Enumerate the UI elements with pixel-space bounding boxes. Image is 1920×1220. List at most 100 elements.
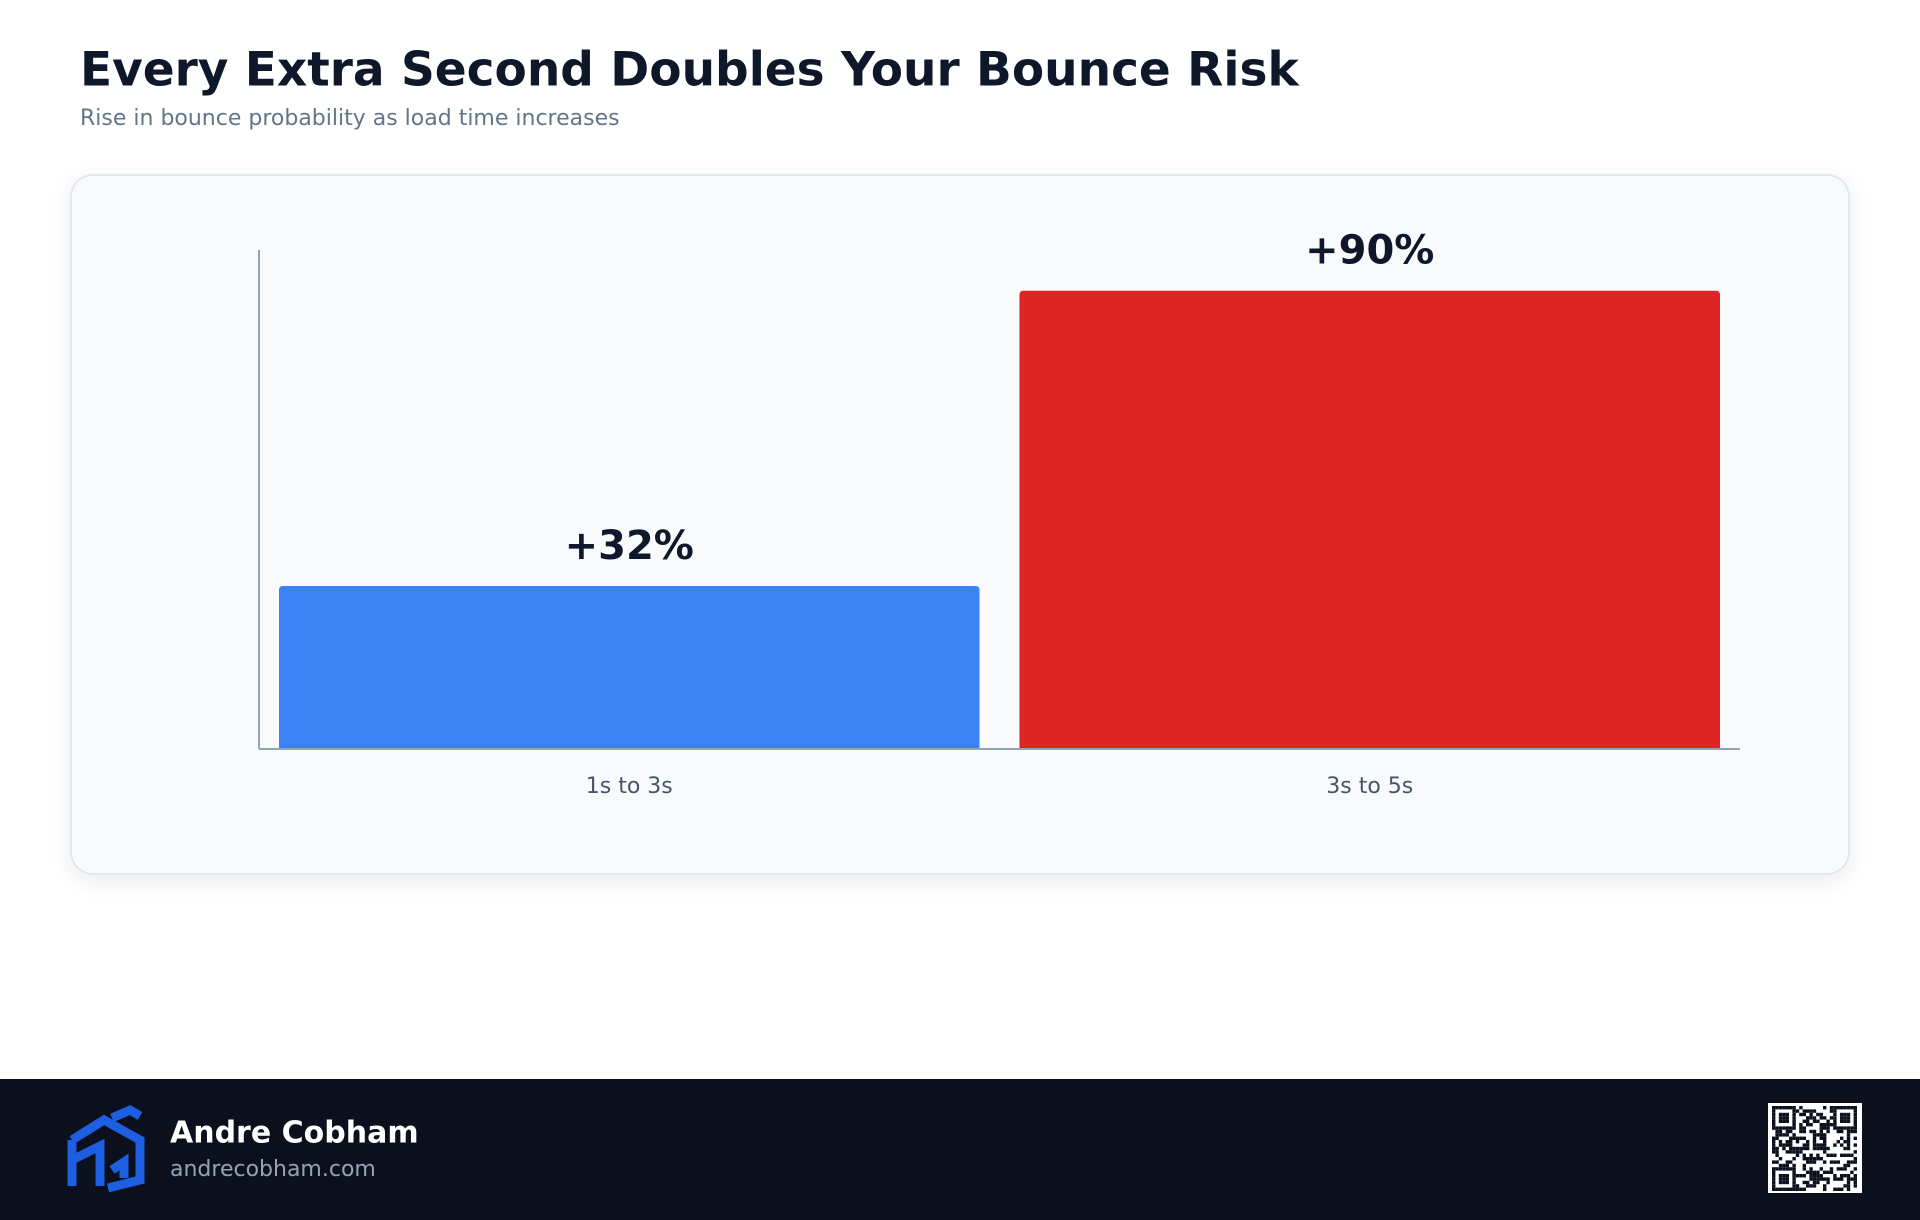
qr-module	[1823, 1177, 1827, 1181]
qr-module	[1829, 1123, 1834, 1127]
qr-module	[1795, 1140, 1800, 1144]
qr-module	[1836, 1126, 1840, 1130]
qr-module	[1850, 1170, 1854, 1174]
qr-module	[1833, 1112, 1837, 1117]
qr-module	[1843, 1153, 1847, 1157]
qr-module	[1782, 1146, 1786, 1151]
qr-module	[1785, 1187, 1789, 1191]
qr-module	[1823, 1106, 1827, 1110]
qr-module	[1853, 1109, 1857, 1113]
qr-module	[1840, 1174, 1844, 1178]
value-label: +32%	[565, 523, 694, 569]
qr-module	[1833, 1116, 1837, 1120]
qr-module	[1789, 1146, 1793, 1151]
qr-module	[1819, 1146, 1823, 1151]
qr-module	[1853, 1112, 1857, 1117]
qr-module	[1846, 1116, 1851, 1120]
qr-module	[1802, 1163, 1806, 1168]
qr-module	[1802, 1153, 1806, 1157]
qr-module	[1802, 1146, 1806, 1151]
qr-module	[1778, 1129, 1783, 1134]
qr-module	[1819, 1174, 1823, 1178]
qr-module	[1829, 1153, 1834, 1157]
qr-module	[1812, 1174, 1817, 1178]
qr-module	[1812, 1143, 1817, 1147]
qr-module	[1819, 1167, 1823, 1171]
qr-module	[1785, 1150, 1789, 1154]
qr-module	[1829, 1116, 1834, 1120]
qr-module	[1785, 1167, 1789, 1171]
qr-module	[1843, 1167, 1847, 1171]
qr-module	[1833, 1177, 1837, 1181]
bar	[278, 586, 980, 749]
qr-module	[1846, 1187, 1851, 1191]
qr-module	[1799, 1174, 1803, 1178]
plot-area: 1s to 3s +32% 3s to 5s +90%	[258, 228, 1740, 799]
qr-module	[1772, 1177, 1776, 1181]
qr-module	[1785, 1106, 1789, 1110]
qr-module	[1782, 1143, 1786, 1147]
qr-module	[1816, 1119, 1820, 1123]
qr-module	[1812, 1180, 1817, 1185]
qr-module	[1853, 1136, 1857, 1140]
qr-module	[1816, 1146, 1820, 1151]
qr-module	[1802, 1157, 1806, 1161]
qr-module	[1799, 1136, 1803, 1140]
qr-module	[1802, 1136, 1806, 1140]
qr-module	[1792, 1123, 1796, 1127]
qr-module	[1772, 1160, 1776, 1164]
qr-module	[1792, 1112, 1796, 1117]
qr-module	[1809, 1112, 1813, 1117]
qr-module	[1823, 1146, 1827, 1151]
qr-module	[1792, 1174, 1796, 1178]
qr-module	[1802, 1119, 1806, 1123]
qr-module	[1775, 1129, 1779, 1134]
qr-module	[1853, 1180, 1857, 1185]
qr-module	[1782, 1187, 1786, 1191]
qr-module	[1812, 1140, 1817, 1144]
qr-module	[1782, 1126, 1786, 1130]
qr-module	[1806, 1180, 1810, 1185]
qr-module	[1785, 1140, 1789, 1144]
qr-module	[1772, 1123, 1776, 1127]
qr-module	[1778, 1116, 1783, 1120]
qr-module	[1833, 1160, 1837, 1164]
qr-module	[1778, 1143, 1783, 1147]
qr-module	[1809, 1109, 1813, 1113]
qr-module	[1789, 1167, 1793, 1171]
qr-module	[1833, 1119, 1837, 1123]
qr-code	[1772, 1106, 1857, 1191]
qr-module	[1819, 1143, 1823, 1147]
qr-module	[1789, 1143, 1793, 1147]
qr-module	[1836, 1177, 1840, 1181]
qr-module	[1785, 1119, 1789, 1123]
qr-module	[1809, 1174, 1813, 1178]
qr-module	[1806, 1146, 1810, 1151]
qr-module	[1795, 1174, 1800, 1178]
qr-module	[1809, 1129, 1813, 1134]
qr-module	[1778, 1106, 1783, 1110]
qr-module	[1850, 1126, 1854, 1130]
qr-module	[1789, 1136, 1793, 1140]
qr-module	[1782, 1167, 1786, 1171]
qr-module	[1826, 1153, 1830, 1157]
qr-module	[1802, 1167, 1806, 1171]
qr-module	[1833, 1143, 1837, 1147]
qr-module	[1789, 1160, 1793, 1164]
qr-module	[1846, 1136, 1851, 1140]
qr-module	[1836, 1106, 1840, 1110]
qr-module	[1812, 1109, 1817, 1113]
qr-module	[1785, 1180, 1789, 1185]
qr-module	[1772, 1112, 1776, 1117]
qr-module	[1778, 1167, 1783, 1171]
qr-module	[1829, 1160, 1834, 1164]
qr-module	[1826, 1177, 1830, 1181]
qr-module	[1802, 1180, 1806, 1185]
qr-module	[1799, 1146, 1803, 1151]
qr-module	[1850, 1177, 1854, 1181]
qr-module	[1806, 1119, 1810, 1123]
qr-module	[1782, 1180, 1786, 1185]
qr-module	[1772, 1180, 1776, 1185]
qr-module	[1809, 1167, 1813, 1171]
